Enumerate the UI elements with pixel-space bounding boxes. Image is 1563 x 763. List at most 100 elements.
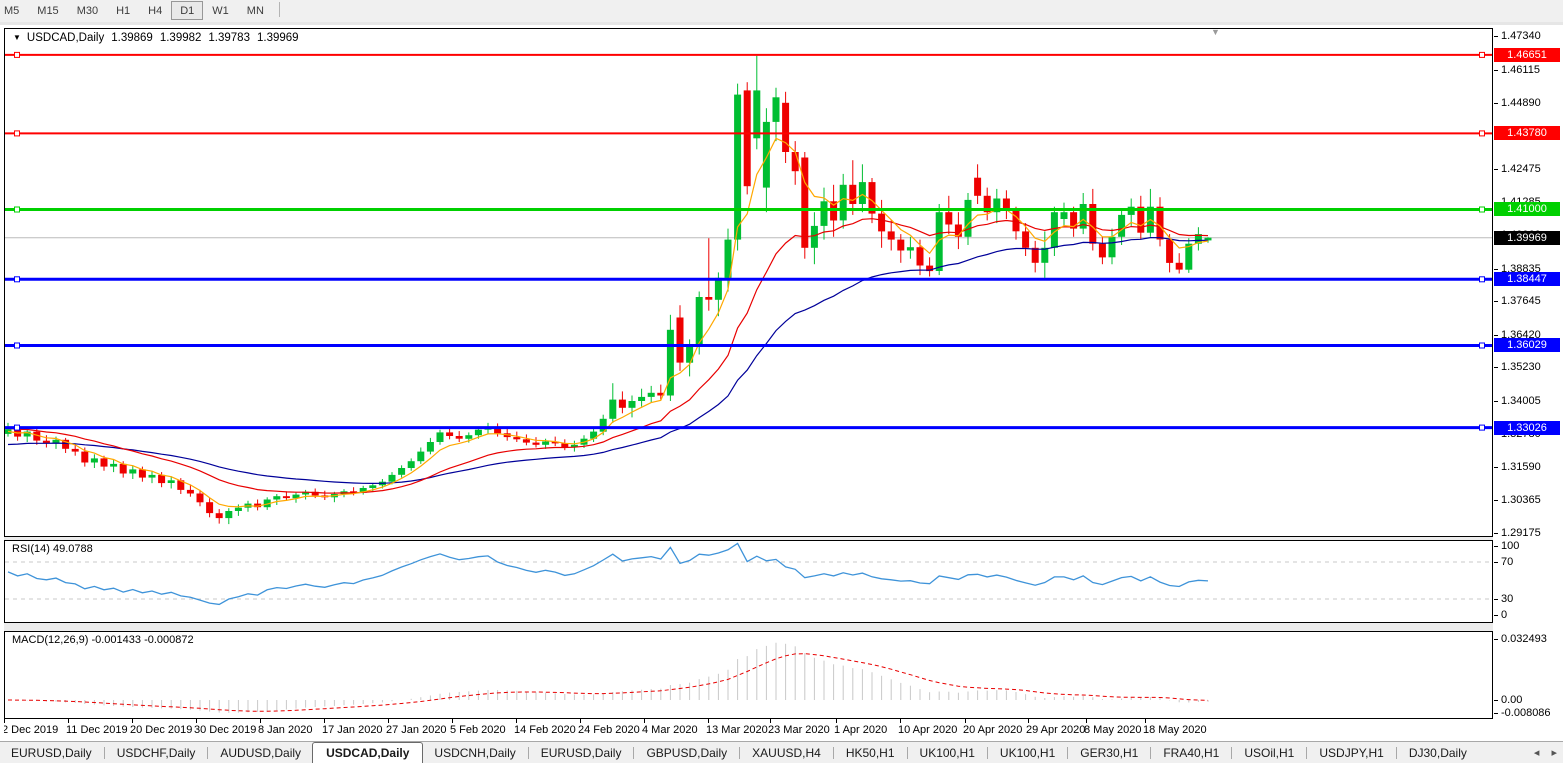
tab-separator — [1306, 747, 1308, 759]
chart-tab-audusd-daily[interactable]: AUDUSD,Daily — [220, 746, 302, 760]
line-handle[interactable] — [14, 130, 20, 137]
price-tick-label: 1.47340 — [1501, 30, 1541, 42]
tab-separator — [906, 747, 908, 759]
line-handle[interactable] — [14, 206, 20, 213]
line-handle[interactable] — [14, 342, 20, 349]
ma-medium-line — [7, 218, 1209, 494]
line-handle[interactable] — [14, 424, 20, 431]
panel-separator[interactable] — [4, 623, 1493, 631]
price-tick-mark — [1494, 103, 1498, 105]
panel-separator[interactable] — [4, 537, 1493, 540]
timeframe-button-m5[interactable]: M5 — [4, 5, 20, 17]
macd-tick-mark — [1494, 639, 1498, 640]
candle — [234, 507, 242, 511]
candle — [532, 442, 540, 445]
chart-tab-gbpusd-daily[interactable]: GBPUSD,Daily — [646, 746, 728, 760]
line-handle[interactable] — [1479, 276, 1485, 283]
candle — [858, 182, 866, 204]
line-handle[interactable] — [14, 51, 20, 58]
rsi-tick-label: 70 — [1501, 556, 1514, 568]
candle — [801, 157, 809, 248]
price-tick-mark — [1494, 334, 1498, 336]
level-price-badge: 1.36029 — [1494, 338, 1560, 353]
price-tick-label: 1.34005 — [1501, 394, 1541, 407]
timeframe-button-h4[interactable]: H4 — [148, 5, 163, 17]
timeframe-button-h1[interactable]: H1 — [116, 5, 131, 17]
tab-separator — [527, 747, 529, 759]
chart-tab-uk100-h1[interactable]: UK100,H1 — [919, 746, 975, 760]
candle — [590, 431, 598, 439]
price-scale[interactable]: 1.473401.461151.448901.436551.424751.412… — [1494, 28, 1563, 743]
chart-tab-ger30-h1[interactable]: GER30,H1 — [1080, 746, 1139, 760]
candle — [263, 499, 271, 508]
candle — [1022, 231, 1030, 248]
candle — [657, 392, 665, 396]
candle — [302, 491, 310, 495]
chart-tab-hk50-h1[interactable]: HK50,H1 — [845, 746, 895, 760]
line-handle[interactable] — [1479, 206, 1485, 213]
chart-dropdown-icon[interactable]: ▼ — [13, 33, 21, 42]
time-tick-label: 14 Feb 2020 — [514, 724, 576, 736]
tab-separator — [207, 747, 209, 759]
level-price-badge: 1.33026 — [1494, 420, 1560, 435]
macd-indicator-canvas[interactable] — [5, 632, 1492, 718]
time-tick-label: 10 Apr 2020 — [898, 724, 958, 736]
price-chart-panel[interactable]: ▼ USDCAD,Daily 1.39869 1.39982 1.39783 1.3996… — [4, 27, 1493, 537]
chart-shift-marker-icon[interactable]: ▼ — [1211, 27, 1220, 37]
chart-tab-fra40-h1[interactable]: FRA40,H1 — [1163, 746, 1220, 760]
time-tick-label: 20 Dec 2019 — [130, 724, 193, 736]
macd-panel[interactable]: MACD(12,26,9) -0.001433 -0.000872 — [4, 631, 1493, 719]
candle — [887, 231, 895, 240]
chart-tab-xauusd-h4[interactable]: XAUUSD,H4 — [752, 746, 821, 760]
chart-tab-dj30-daily[interactable]: DJ30,Daily — [1408, 746, 1467, 760]
chart-tab-eurusd-daily[interactable]: EURUSD,Daily — [11, 746, 92, 760]
candle — [100, 458, 108, 467]
chart-tab-usdjpy-h1[interactable]: USDJPY,H1 — [1319, 746, 1384, 760]
candle — [522, 439, 530, 443]
chart-tab-usdcad-daily[interactable]: USDCAD,Daily — [312, 742, 424, 763]
time-scale[interactable]: 2 Dec 2019 11 Dec 2019 20 Dec 2019 30 Dec 2… — [4, 719, 1493, 743]
timeframe-button-m30[interactable]: M30 — [76, 5, 99, 17]
tab-scroll-left-button[interactable]: ◂ — [1533, 747, 1540, 759]
candle — [974, 177, 982, 196]
time-tick-label: 8 Jan 2020 — [258, 724, 313, 736]
line-handle[interactable] — [1479, 51, 1485, 58]
macd-tick-mark — [1494, 713, 1498, 714]
candle — [878, 213, 886, 232]
time-tick-mark — [4, 719, 5, 723]
price-chart-canvas[interactable] — [5, 29, 1492, 536]
ohlc-low: 1.39783 — [208, 32, 250, 44]
candle — [359, 488, 367, 493]
candle — [686, 346, 694, 363]
chart-tab-uk100-h1[interactable]: UK100,H1 — [999, 746, 1056, 760]
candle — [33, 431, 41, 441]
timeframe-button-m15[interactable]: M15 — [37, 5, 59, 17]
chart-tab-usdchf-daily[interactable]: USDCHF,Daily — [116, 746, 196, 760]
chart-tab-usdcnh-daily[interactable]: USDCNH,Daily — [434, 746, 516, 760]
tab-scroll-right-button[interactable]: ▸ — [1551, 747, 1557, 759]
candle — [676, 317, 684, 363]
candle — [350, 491, 358, 493]
timeframe-button-w1[interactable]: W1 — [212, 5, 229, 17]
chart-tab-usoil-h1[interactable]: USOil,H1 — [1244, 746, 1295, 760]
time-tick-mark — [836, 719, 837, 723]
candle — [743, 90, 751, 187]
candle — [196, 493, 204, 503]
line-handle[interactable] — [1479, 130, 1485, 137]
candle — [570, 444, 578, 447]
rs-indicator-canvas[interactable] — [5, 541, 1492, 622]
chart-tab-eurusd-daily[interactable]: EURUSD,Daily — [540, 746, 622, 760]
candle — [945, 212, 953, 225]
line-handle[interactable] — [14, 276, 20, 283]
candle — [23, 431, 31, 437]
line-handle[interactable] — [1479, 424, 1485, 431]
chart-symbol-label: USDCAD,Daily — [26, 32, 105, 44]
timeframe-button-d1[interactable]: D1 — [171, 1, 204, 20]
candle — [282, 496, 290, 499]
line-handle[interactable] — [1479, 342, 1485, 349]
macd-tick-label: -0.008086 — [1501, 707, 1551, 719]
timeframe-button-mn[interactable]: MN — [246, 5, 264, 17]
candle — [398, 468, 406, 475]
time-tick-label: 1 Apr 2020 — [834, 724, 888, 736]
rsi-panel[interactable]: RSI(14) 49.0788 — [4, 540, 1493, 623]
